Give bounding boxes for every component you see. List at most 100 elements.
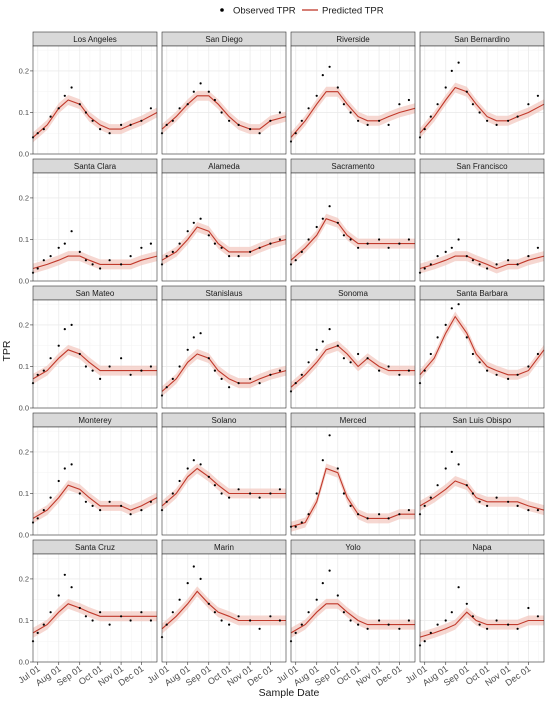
- observed-point: [120, 504, 123, 507]
- observed-point: [220, 111, 223, 114]
- observed-point: [57, 344, 60, 347]
- facet-title: San Diego: [205, 35, 243, 44]
- observed-point: [516, 627, 519, 630]
- observed-point: [349, 111, 352, 114]
- predicted-line: [290, 345, 415, 388]
- observed-point: [49, 115, 52, 118]
- observed-point: [378, 513, 381, 516]
- panel-border: [161, 45, 287, 155]
- observed-point: [108, 500, 111, 503]
- observed-point: [228, 255, 231, 258]
- observed-point: [84, 615, 87, 618]
- observed-point: [171, 492, 174, 495]
- observed-point: [36, 373, 39, 376]
- observed-point: [436, 255, 439, 258]
- panel-background: [420, 300, 544, 408]
- prediction-ribbon: [291, 86, 415, 143]
- observed-point: [228, 386, 231, 389]
- observed-point: [349, 504, 352, 507]
- observed-point: [398, 242, 401, 245]
- observed-point: [199, 577, 202, 581]
- observed-point: [49, 611, 52, 614]
- panel-background: [33, 46, 157, 154]
- observed-point: [300, 623, 303, 626]
- observed-point: [108, 259, 111, 262]
- observed-point: [278, 369, 281, 372]
- observed-point: [220, 619, 223, 622]
- predicted-line: [32, 484, 158, 519]
- observed-point: [321, 459, 324, 462]
- observed-point: [471, 103, 474, 106]
- observed-point: [495, 619, 498, 622]
- observed-point: [378, 369, 381, 372]
- observed-point: [63, 467, 66, 470]
- observed-point: [57, 246, 60, 249]
- observed-point: [516, 504, 519, 507]
- observed-point: [387, 365, 390, 368]
- observed-point: [486, 504, 489, 507]
- observed-point: [407, 98, 410, 102]
- y-tick-label: 0.2: [19, 193, 29, 202]
- observed-point: [278, 488, 281, 491]
- predicted-line: [419, 315, 545, 376]
- predicted-line: [32, 349, 157, 380]
- observed-point: [70, 463, 73, 466]
- observed-point: [444, 86, 447, 89]
- y-tick-label: 0.1: [19, 235, 29, 244]
- observed-point: [192, 336, 195, 339]
- observed-point: [336, 467, 339, 470]
- predicted-line: [290, 91, 416, 138]
- observed-point: [178, 479, 181, 483]
- panel-background: [420, 46, 544, 154]
- observed-point: [129, 373, 132, 376]
- predicted-line: [32, 255, 158, 270]
- facet-panel: Sacramento: [289, 158, 416, 282]
- predicted-line: [419, 480, 545, 511]
- panel-border: [32, 553, 158, 663]
- observed-point: [49, 357, 52, 360]
- observed-point: [108, 623, 111, 626]
- predicted-line: [32, 99, 158, 138]
- observed-point: [129, 619, 132, 622]
- observed-point: [486, 369, 489, 372]
- observed-point: [140, 119, 143, 122]
- observed-point: [78, 492, 81, 495]
- observed-point: [387, 517, 390, 520]
- panel-background: [291, 46, 415, 154]
- panel-border: [419, 299, 545, 409]
- observed-point: [471, 259, 474, 262]
- observed-point: [220, 492, 223, 495]
- observed-point: [258, 246, 261, 249]
- prediction-ribbon: [420, 311, 544, 380]
- observed-point: [269, 242, 272, 245]
- observed-point: [357, 119, 360, 122]
- panel-background: [33, 427, 157, 535]
- observed-point: [328, 434, 331, 437]
- observed-point: [213, 98, 216, 102]
- observed-point: [108, 132, 111, 135]
- observed-point: [84, 500, 87, 503]
- observed-point: [457, 463, 460, 466]
- observed-point: [336, 86, 339, 89]
- observed-point: [387, 123, 390, 126]
- prediction-ribbon: [162, 90, 286, 135]
- observed-point: [258, 382, 261, 385]
- observed-point: [78, 352, 81, 356]
- observed-point: [192, 221, 195, 224]
- observed-point: [269, 492, 272, 495]
- observed-point: [342, 492, 345, 495]
- observed-point: [120, 615, 123, 618]
- observed-point: [527, 103, 530, 106]
- observed-point: [507, 259, 510, 262]
- prediction-ribbon: [291, 463, 415, 532]
- observed-point: [507, 623, 510, 626]
- observed-point: [307, 238, 310, 241]
- observed-point: [536, 94, 540, 97]
- observed-point: [294, 259, 297, 262]
- facet-grid: Los Angeles 0.0 0.1 0.2 San Diego Riverside Sa…: [16, 31, 545, 688]
- observed-point: [407, 509, 410, 512]
- observed-point: [199, 332, 202, 335]
- observed-point: [321, 74, 324, 77]
- observed-point: [249, 377, 252, 380]
